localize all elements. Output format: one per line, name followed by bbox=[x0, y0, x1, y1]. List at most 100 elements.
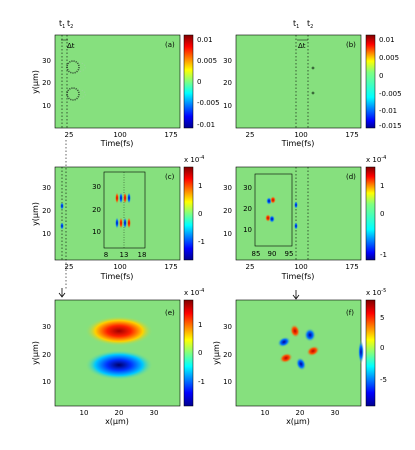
panel-c-ytick: 10 bbox=[42, 230, 51, 238]
panel-c-cbar-tick: -1 bbox=[198, 238, 205, 246]
panel-b-cbar-tick: 0 bbox=[379, 72, 383, 80]
panel-d-tag: (d) bbox=[346, 173, 356, 181]
panel-e-cbar-tick: 0 bbox=[198, 349, 202, 357]
panel-b-ytick: 10 bbox=[223, 102, 232, 110]
panel-a-pulse-lower bbox=[66, 87, 80, 101]
panel-f-cbar-tick: 0 bbox=[380, 344, 384, 352]
panel-a: t1 t2 Δt (a) 25 100 175 30 20 10 Time(fs… bbox=[31, 19, 220, 148]
panel-e-xtick: 10 bbox=[80, 409, 89, 417]
panel-d-inset-ytick: 20 bbox=[243, 205, 252, 213]
panel-b-pulse-lower bbox=[311, 91, 315, 95]
panel-d-xtick: 175 bbox=[345, 263, 358, 271]
panel-f-ytick: 10 bbox=[223, 378, 232, 386]
panel-c-inset-pattern bbox=[115, 192, 131, 229]
panel-d-inset-ytick: 30 bbox=[243, 184, 252, 192]
arrow-d-to-f bbox=[292, 290, 300, 300]
panel-b-cbar-tick: 0.01 bbox=[379, 36, 395, 44]
panel-b-cbar-tick: 0.005 bbox=[379, 54, 399, 62]
panel-b-xlabel: Time(fs) bbox=[281, 139, 315, 148]
panel-c-inset-xtick: 18 bbox=[138, 251, 147, 259]
arrow-c-to-e bbox=[58, 288, 66, 298]
panel-a-ylabel: y(μm) bbox=[31, 70, 40, 94]
panel-a-plot bbox=[54, 34, 181, 129]
panel-a-cbar-tick: 0.005 bbox=[197, 57, 217, 65]
panel-d-ytick: 30 bbox=[223, 184, 232, 192]
panel-e-xtick: 30 bbox=[150, 409, 159, 417]
panel-e-ylabel: y(μm) bbox=[31, 341, 40, 365]
panel-c-inset-xtick: 13 bbox=[120, 251, 129, 259]
panel-e-positive-lobe bbox=[85, 316, 153, 346]
panel-a-xlabel: Time(fs) bbox=[100, 139, 134, 148]
panel-b-ytick: 30 bbox=[223, 57, 232, 65]
panel-a-colorbar bbox=[183, 34, 194, 129]
panel-c-tag: (c) bbox=[165, 173, 175, 181]
panel-c-inset bbox=[103, 171, 146, 249]
panel-d-inset-xtick: 90 bbox=[268, 250, 277, 258]
panel-f-plot bbox=[235, 299, 362, 407]
panel-b-plot bbox=[235, 34, 362, 129]
panel-a-dt: Δt bbox=[67, 42, 75, 50]
panel-f-xtick: 10 bbox=[261, 409, 270, 417]
panel-c-xtick: 25 bbox=[65, 263, 74, 271]
panel-d-colorbar bbox=[365, 166, 376, 261]
panel-d-cbar-tick: 0 bbox=[380, 210, 384, 218]
panel-b-tag: (b) bbox=[346, 41, 356, 49]
panel-a-ytick: 10 bbox=[42, 102, 51, 110]
panel-c-pulse bbox=[60, 222, 64, 230]
panel-d-inset-xtick: 95 bbox=[285, 250, 294, 258]
panel-f-xtick: 30 bbox=[331, 409, 340, 417]
panel-c-pulse bbox=[60, 202, 64, 210]
panel-f-ytick: 20 bbox=[223, 351, 232, 359]
panel-c-xlabel: Time(fs) bbox=[100, 272, 134, 281]
panel-b-xtick: 175 bbox=[345, 131, 358, 139]
panel-f-cbar-scale: x 10-5 bbox=[366, 288, 386, 297]
panel-c-ytick: 20 bbox=[42, 207, 51, 215]
panel-e-ytick: 20 bbox=[42, 351, 51, 359]
panel-f-xtick: 20 bbox=[296, 409, 305, 417]
panel-f: (f) 10 20 30 30 20 10 x(μm) y(μm) x 10-5… bbox=[212, 288, 387, 426]
panel-c-colorbar bbox=[183, 166, 194, 261]
panel-c-cbar-tick: 1 bbox=[198, 182, 202, 190]
panel-d-xtick: 25 bbox=[246, 263, 255, 271]
panel-a-cbar-tick: 0 bbox=[197, 78, 201, 86]
panel-b-colorbar bbox=[365, 34, 376, 129]
panel-f-tag: (f) bbox=[346, 309, 354, 317]
panel-a-t1: t1 bbox=[59, 19, 65, 30]
panel-d-inset bbox=[254, 173, 293, 247]
panel-a-cbar-tick: -0.005 bbox=[197, 99, 220, 107]
panel-c-inset-ytick: 20 bbox=[92, 206, 101, 214]
panel-f-ylabel: y(μm) bbox=[212, 341, 221, 365]
panel-b-t2: t2 bbox=[307, 19, 313, 30]
panel-a-xtick: 175 bbox=[164, 131, 177, 139]
panel-d-ytick: 20 bbox=[223, 207, 232, 215]
panel-e-cbar-tick: -1 bbox=[198, 378, 205, 386]
panel-d-inset-ytick: 10 bbox=[243, 226, 252, 234]
panel-e-xtick: 20 bbox=[115, 409, 124, 417]
panel-f-colorbar bbox=[365, 299, 376, 407]
panel-a-cbar-tick: -0.01 bbox=[197, 121, 215, 129]
panel-d-ytick: 10 bbox=[223, 230, 232, 238]
panel-e: (e) 10 20 30 30 20 10 x(μm) y(μm) x 10-4… bbox=[31, 288, 205, 426]
panel-a-tag: (a) bbox=[165, 41, 175, 49]
panel-e-cbar-scale: x 10-4 bbox=[184, 288, 204, 297]
panel-b-cbar-tick: -0.015 bbox=[379, 122, 402, 130]
panel-d-cbar-tick: -1 bbox=[380, 251, 387, 259]
panel-a-trail bbox=[78, 61, 86, 100]
panel-a-cbar-tick: 0.01 bbox=[197, 36, 213, 44]
panel-d-xlabel: Time(fs) bbox=[281, 272, 315, 281]
panel-c-cbar-tick: 0 bbox=[198, 210, 202, 218]
panel-c-inset-ytick: 10 bbox=[92, 228, 101, 236]
panel-e-ytick: 30 bbox=[42, 323, 51, 331]
panel-b-xtick: 100 bbox=[294, 131, 307, 139]
panel-d-pulse bbox=[294, 222, 298, 230]
panel-b-cbar-tick: -0.005 bbox=[379, 90, 402, 98]
panel-a-ytick: 30 bbox=[42, 57, 51, 65]
panel-b-t1: t1 bbox=[293, 19, 299, 30]
panel-c-xtick: 100 bbox=[113, 263, 126, 271]
panel-e-tag: (e) bbox=[165, 309, 175, 317]
panel-b-ytick: 20 bbox=[223, 79, 232, 87]
panel-d-pulse bbox=[294, 201, 298, 209]
panel-c-inset-ytick: 30 bbox=[92, 183, 101, 191]
panel-c-xtick: 175 bbox=[164, 263, 177, 271]
